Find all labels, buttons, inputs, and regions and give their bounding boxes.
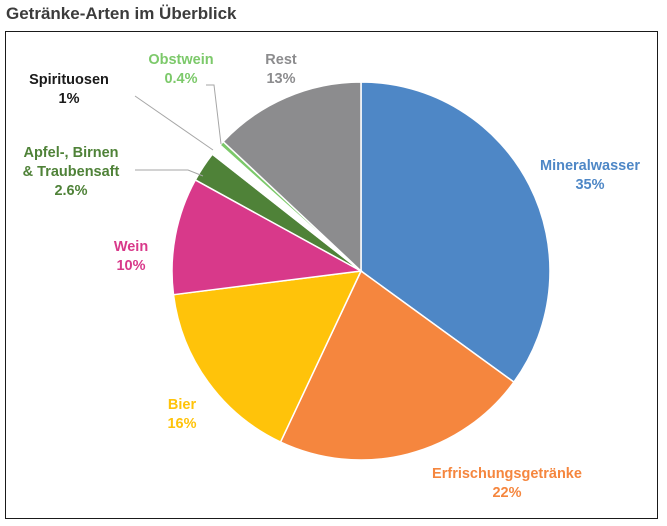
- pie-slice-8: [222, 81, 362, 273]
- leader-lines: [134, 84, 222, 177]
- slice-name-label-2: Erfrischungsgetränke: [432, 466, 582, 482]
- slice-value-label-6: 1%: [59, 91, 80, 107]
- slice-value-label-2: 22%: [492, 485, 521, 501]
- slice-name-label-5: & Traubensaft: [23, 164, 120, 180]
- slice-name-label-7: Obstwein: [148, 52, 213, 68]
- slice-value-label-1: 35%: [575, 177, 604, 193]
- pie-slices: [171, 81, 551, 461]
- slice-name-label-6: Spirituosen: [29, 72, 109, 88]
- slice-name-label-4: Wein: [114, 239, 148, 255]
- leader-line-5: [135, 169, 204, 177]
- slice-name-label-5: Apfel-, Birnen: [23, 145, 118, 161]
- chart-frame: [5, 31, 658, 519]
- slice-value-label-4: 10%: [116, 258, 145, 274]
- slice-value-label-7: 0.4%: [164, 71, 197, 87]
- slice-labels: Mineralwasser 35% Erfrischungsgetränke 22% B…: [23, 52, 641, 501]
- slice-name-label-1: Mineralwasser: [540, 158, 640, 174]
- slice-value-label-8: 13%: [266, 71, 295, 87]
- slice-name-label-3: Bier: [168, 397, 197, 413]
- pie-slice-4: [171, 178, 364, 296]
- leader-line-7: [206, 84, 222, 145]
- slice-value-label-5: 2.6%: [54, 183, 87, 199]
- slice-name-label-8: Rest: [265, 52, 297, 68]
- pie-slice-1: [360, 81, 551, 384]
- chart-title: Getränke-Arten im Überblick: [6, 4, 237, 23]
- leader-line-6: [134, 95, 214, 151]
- pie-slice-3: [172, 270, 363, 444]
- slice-value-label-3: 16%: [167, 416, 196, 432]
